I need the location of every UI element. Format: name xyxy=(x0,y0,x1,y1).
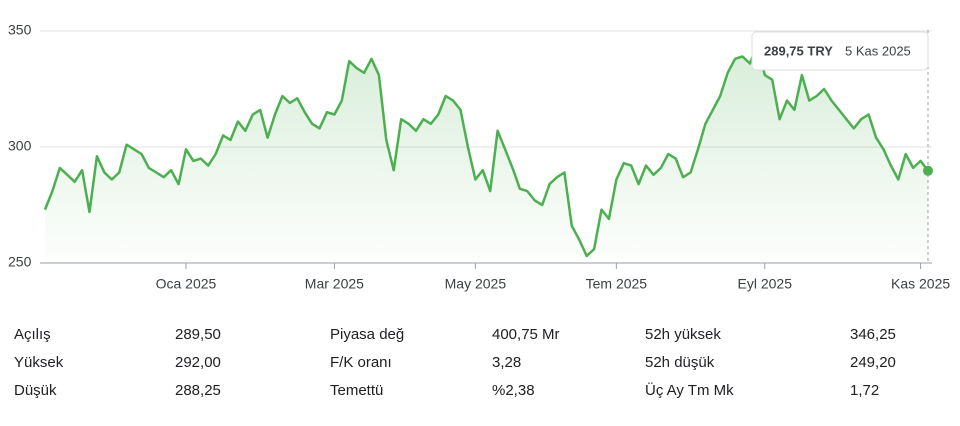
x-tick-label: Mar 2025 xyxy=(305,276,364,292)
x-tick-label: Kas 2025 xyxy=(891,276,950,292)
stat-label: 52h yüksek xyxy=(645,326,721,343)
stat-value: 400,75 Mr xyxy=(492,326,560,343)
y-tick-label: 250 xyxy=(8,254,32,270)
hover-dot xyxy=(923,165,933,176)
y-tick-label: 350 xyxy=(8,22,32,38)
stat-label: Piyasa değ xyxy=(330,326,405,343)
price-line xyxy=(43,43,930,258)
tooltip: 289,75 TRY 5 Kas 2025 xyxy=(751,31,929,71)
stat-value: 1,72 xyxy=(850,382,880,399)
x-tick-label: Eyl 2025 xyxy=(738,276,793,292)
y-tick-label: 300 xyxy=(8,138,32,154)
stat-value: 289,50 xyxy=(175,326,221,343)
tooltip-price: 289,75 TRY xyxy=(764,43,833,58)
stat-value: 288,25 xyxy=(175,382,221,399)
tooltip-box xyxy=(751,31,929,71)
chart: 250 300 350 Oca 2025 Mar 2025 May 2025 Tem 202… xyxy=(8,22,950,292)
stat-label: 52h düşük xyxy=(645,354,715,371)
x-tick-label: Tem 2025 xyxy=(586,276,648,292)
x-tick-label: Oca 2025 xyxy=(156,276,217,292)
stat-label: Açılış xyxy=(14,326,51,343)
tooltip-date: 5 Kas 2025 xyxy=(845,43,911,58)
area xyxy=(45,44,928,264)
stat-value: 3,28 xyxy=(492,354,522,371)
x-tick-label: May 2025 xyxy=(445,276,507,292)
stat-value: 346,25 xyxy=(850,326,896,343)
stat-label: Yüksek xyxy=(14,354,64,371)
stat-value: 249,20 xyxy=(850,354,896,371)
stat-label: Temettü xyxy=(330,382,384,399)
stat-label: Üç Ay Tm Mk xyxy=(645,382,734,399)
stat-value: %2,38 xyxy=(492,382,535,399)
stat-value: 292,00 xyxy=(175,354,221,371)
stat-label: F/K oranı xyxy=(330,354,392,371)
stat-label: Düşük xyxy=(14,382,57,399)
